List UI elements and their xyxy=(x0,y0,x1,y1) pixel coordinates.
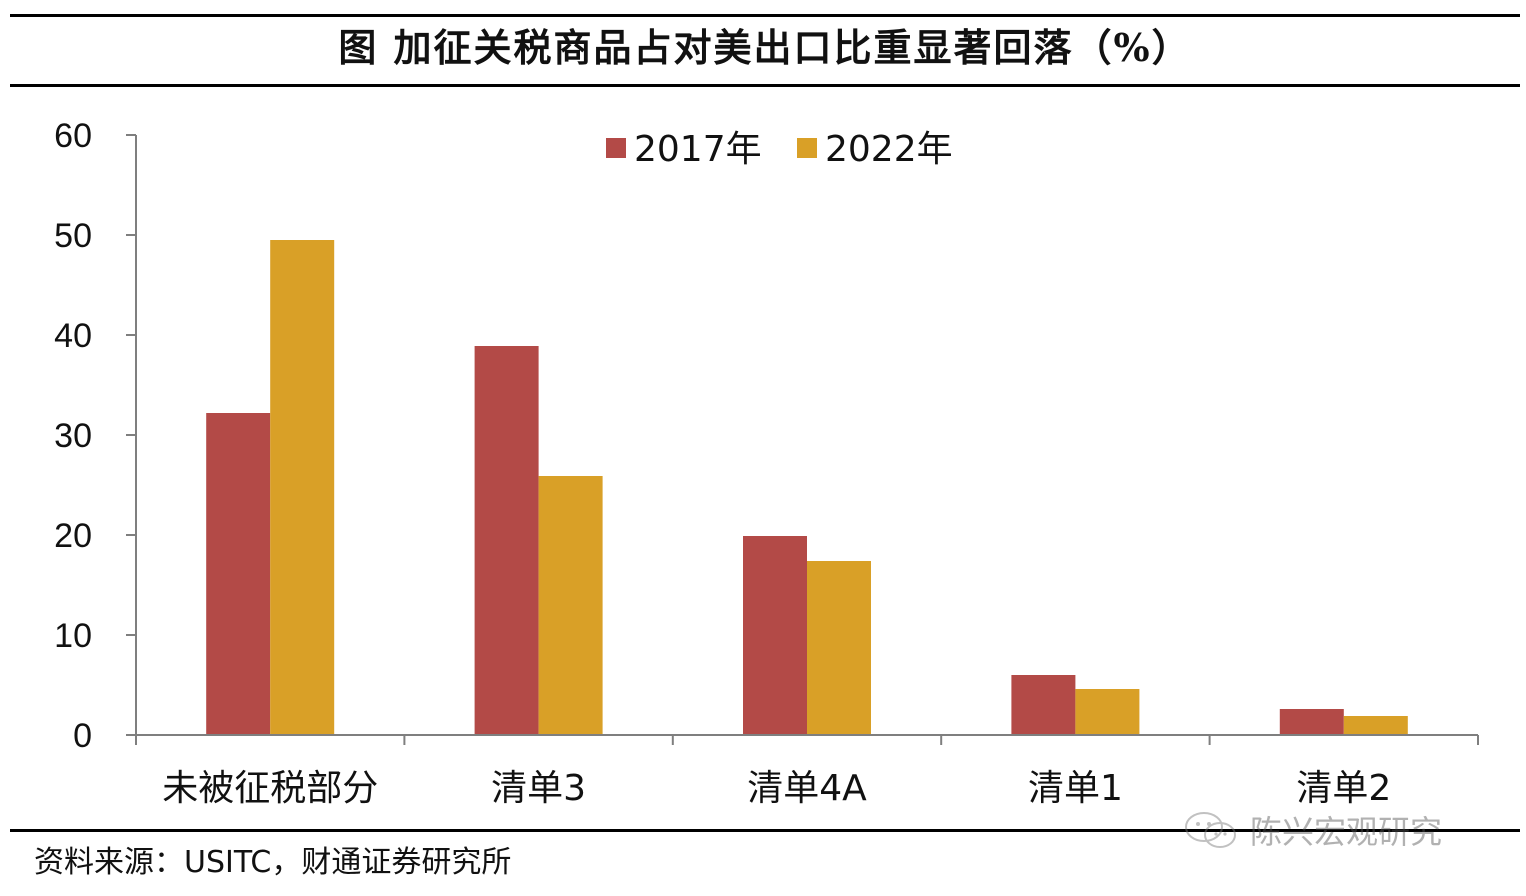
x-category-label: 清单1 xyxy=(1028,768,1123,809)
bar-2017 xyxy=(743,536,807,735)
bar-2017 xyxy=(1279,709,1344,735)
legend-swatch-2022 xyxy=(797,138,817,158)
legend-label: 2022年 xyxy=(825,129,953,170)
x-category-label: 清单3 xyxy=(491,768,586,809)
bar-2022 xyxy=(270,240,335,735)
y-tick-label: 40 xyxy=(54,317,92,355)
watermark: 陈兴宏观研究 xyxy=(1182,808,1442,852)
x-category-label: 清单2 xyxy=(1296,768,1391,809)
y-tick-label: 60 xyxy=(54,117,92,155)
legend-swatch-2017 xyxy=(606,138,626,158)
legend-label: 2017年 xyxy=(634,129,762,170)
y-tick-label: 20 xyxy=(54,517,92,555)
bar-2017 xyxy=(474,346,539,735)
bar-2022 xyxy=(538,476,603,735)
y-tick-label: 50 xyxy=(54,217,92,255)
bar-2017 xyxy=(206,413,271,735)
source-note: 资料来源：USITC，财通证券研究所 xyxy=(34,845,512,880)
bar-2022 xyxy=(1343,716,1408,735)
x-category-label: 清单4A xyxy=(747,768,867,809)
bar-2022 xyxy=(1075,689,1140,735)
y-tick-label: 0 xyxy=(73,717,92,755)
wechat-icon xyxy=(1185,812,1236,848)
title-underline xyxy=(10,84,1520,87)
x-category-label: 未被征税部分 xyxy=(162,768,378,809)
top-rule xyxy=(10,14,1520,17)
bar-2022 xyxy=(807,561,871,735)
y-tick-label: 10 xyxy=(54,617,92,655)
y-tick-label: 30 xyxy=(54,417,92,455)
bottom-rule xyxy=(10,829,1520,832)
chart-title: 图 加征关税商品占对美出口比重显著回落（%） xyxy=(338,25,1192,70)
bar-2017 xyxy=(1011,675,1076,735)
watermark-text: 陈兴宏观研究 xyxy=(1250,813,1443,851)
